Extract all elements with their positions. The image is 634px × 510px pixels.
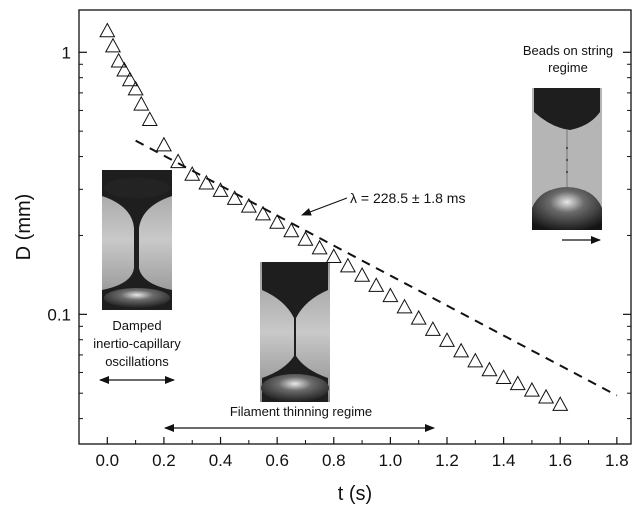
data-point: [311, 239, 328, 255]
fit-line-layer: [135, 139, 618, 397]
fit-line: [135, 139, 618, 397]
data-point: [212, 182, 229, 197]
x-tick-label: 0.6: [265, 451, 289, 470]
data-point: [133, 95, 150, 111]
data-point: [116, 61, 133, 77]
data-point: [198, 174, 215, 190]
regime-1-label-line-1: Damped: [112, 318, 161, 333]
y-tick-label: 0.1: [47, 305, 71, 324]
data-point: [269, 214, 286, 229]
x-tick-label: 0.2: [152, 451, 176, 470]
fit-label: λ = 228.5 ± 1.8 ms: [350, 190, 465, 206]
data-point: [110, 52, 127, 68]
data-point: [453, 342, 470, 358]
data-point: [509, 375, 526, 391]
x-axis-title: t (s): [338, 483, 372, 505]
fit-label-arrow: [301, 197, 348, 216]
data-point: [396, 298, 413, 314]
data-point: [438, 332, 456, 347]
data-point: [99, 22, 116, 38]
y-axis: 10.1: [47, 43, 631, 420]
regime-3-label-line-2: regime: [548, 60, 588, 75]
regime-1-label-line-3: oscillations: [105, 354, 169, 369]
data-point: [552, 396, 569, 411]
x-tick-label: 0.4: [209, 451, 233, 470]
data-point: [523, 381, 540, 397]
regime-1-label-line-2: inertio-capillary: [93, 336, 181, 351]
data-point: [121, 71, 138, 87]
data-point: [538, 388, 555, 404]
data-point: [141, 111, 158, 127]
data-point: [467, 352, 484, 368]
x-tick-label: 0.0: [95, 451, 119, 470]
data-point: [424, 321, 441, 336]
regime-3-label-line-1: Beads on string: [523, 43, 613, 58]
data-point: [127, 80, 144, 96]
y-tick-label: 1: [62, 43, 71, 62]
data-markers: [99, 22, 569, 411]
data-point: [354, 266, 371, 282]
data-point: [495, 369, 512, 384]
data-point: [254, 205, 272, 221]
data-point: [481, 361, 498, 377]
x-tick-label: 1.0: [379, 451, 403, 470]
data-point: [184, 166, 201, 181]
data-point: [226, 190, 243, 205]
data-point: [240, 197, 257, 213]
data-point: [410, 309, 427, 325]
plot-frame: [78, 9, 632, 445]
inset-image-oscillation: [102, 170, 172, 310]
y-axis-title: D (mm): [13, 194, 35, 261]
data-point: [382, 287, 399, 303]
x-tick-label: 0.8: [322, 451, 346, 470]
data-point: [283, 222, 300, 238]
data-point: [368, 277, 385, 292]
data-point: [155, 136, 172, 152]
data-point: [297, 231, 314, 246]
x-tick-label: 1.4: [492, 451, 516, 470]
data-point: [325, 248, 342, 264]
data-point: [339, 257, 356, 273]
x-axis: 0.0 0.2 0.4 0.6 0.8 1.0 1.2 1.4 1.6 1.8: [95, 437, 629, 470]
inset-image-beads: [532, 88, 602, 230]
x-tick-label: 1.8: [605, 451, 629, 470]
inset-image-filament: [260, 262, 330, 402]
data-point: [104, 37, 122, 53]
x-tick-label: 1.2: [435, 451, 459, 470]
regime-2-label: Filament thinning regime: [230, 404, 372, 419]
data-point: [170, 153, 187, 169]
x-tick-label: 1.6: [548, 451, 572, 470]
